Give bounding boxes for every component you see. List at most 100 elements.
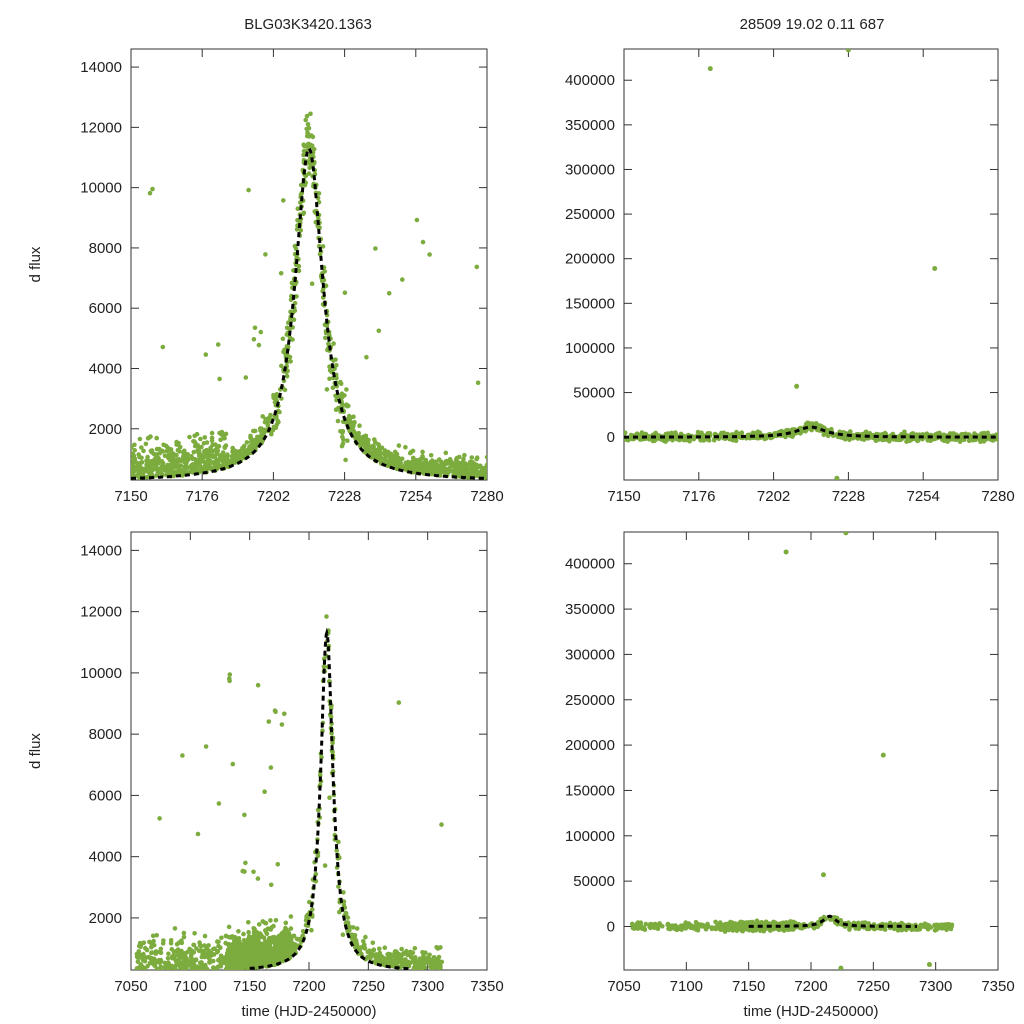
data-point	[280, 956, 286, 961]
data-point	[269, 925, 275, 930]
data-point	[428, 453, 434, 458]
data-point	[291, 933, 297, 939]
data-point	[209, 435, 215, 441]
data-point	[343, 457, 348, 463]
data-point	[927, 924, 932, 929]
data-point	[223, 464, 229, 469]
data-point	[199, 444, 204, 450]
data-point	[236, 963, 242, 969]
data-point	[422, 960, 427, 965]
y-tick-label: 300000	[565, 161, 615, 178]
data-point	[216, 801, 222, 806]
data-point	[377, 946, 382, 952]
data-point	[714, 924, 719, 930]
data-point	[684, 924, 690, 930]
data-point	[262, 789, 267, 794]
data-point	[242, 938, 248, 944]
data-point	[350, 925, 356, 930]
data-point	[695, 925, 701, 930]
data-point	[342, 290, 348, 296]
data-point	[267, 940, 273, 946]
data-point	[330, 385, 336, 391]
data-point	[182, 458, 187, 463]
data-point	[412, 463, 418, 469]
data-point	[365, 441, 371, 446]
data-point	[279, 722, 285, 727]
data-point	[161, 938, 166, 943]
data-point	[241, 931, 246, 937]
data-point	[202, 933, 208, 939]
data-point	[306, 134, 312, 139]
data-point	[939, 925, 945, 931]
y-axis-title: d flux	[27, 246, 44, 282]
data-point	[346, 413, 352, 419]
data-point	[251, 869, 256, 875]
data-point	[164, 464, 169, 470]
data-point	[368, 954, 374, 960]
data-point	[652, 924, 657, 929]
data-point	[295, 206, 301, 211]
data-point	[280, 336, 286, 342]
data-point	[498, 476, 503, 481]
data-point	[163, 443, 169, 449]
data-point	[456, 472, 461, 478]
data-point	[215, 949, 221, 954]
data-point	[403, 460, 409, 466]
data-point	[498, 468, 503, 473]
data-point	[258, 957, 264, 963]
data-point	[267, 951, 273, 956]
x-tick-label: 7200	[794, 978, 827, 995]
data-point	[345, 915, 351, 920]
y-tick-label: 8000	[89, 726, 122, 743]
data-point	[174, 452, 179, 458]
data-point	[258, 329, 264, 335]
outlier-point	[845, 49, 851, 53]
data-point	[273, 425, 279, 431]
y-tick-label: 4000	[89, 849, 122, 866]
plot-frame	[623, 48, 999, 481]
data-point	[250, 941, 256, 947]
y-tick-label: 10000	[80, 665, 122, 682]
data-point	[474, 264, 480, 270]
data-point	[298, 228, 304, 233]
data-point	[287, 354, 293, 360]
data-point	[192, 967, 197, 970]
y-tick-label: 14000	[80, 542, 122, 559]
data-point	[283, 920, 289, 926]
data-point	[324, 387, 330, 392]
data-point	[228, 954, 234, 960]
data-point	[303, 117, 309, 123]
data-point	[227, 672, 233, 677]
data-point	[353, 940, 359, 945]
data-point	[294, 936, 300, 942]
data-point	[386, 291, 392, 296]
data-point	[135, 959, 141, 965]
y-tick-label: 100000	[565, 828, 615, 845]
data-point	[188, 953, 194, 958]
data-point	[134, 951, 140, 957]
data-point	[400, 277, 405, 282]
data-point	[221, 436, 226, 441]
data-point	[255, 936, 261, 941]
data-point	[634, 431, 640, 437]
data-point	[137, 436, 143, 442]
data-point	[688, 923, 694, 928]
data-point	[305, 122, 311, 127]
data-point	[176, 466, 182, 472]
data-point	[136, 467, 141, 473]
data-point	[488, 475, 493, 480]
data-point	[340, 932, 346, 937]
data-point	[199, 964, 204, 970]
data-point	[149, 950, 155, 955]
data-point	[263, 252, 268, 257]
data-point	[493, 475, 498, 480]
data-point	[497, 459, 502, 464]
data-point	[219, 432, 224, 437]
data-point	[271, 959, 277, 964]
data-point	[496, 472, 501, 477]
x-tick-label: 7228	[832, 488, 865, 505]
data-point	[181, 934, 187, 940]
data-point	[462, 461, 467, 467]
data-point	[303, 918, 309, 923]
data-point	[157, 816, 162, 821]
